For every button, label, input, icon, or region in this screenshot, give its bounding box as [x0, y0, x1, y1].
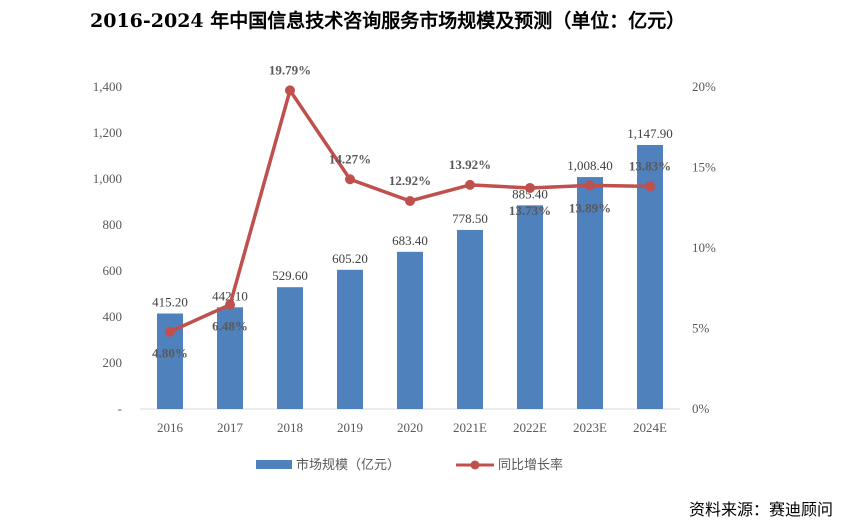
x-tick-label: 2019 — [337, 420, 363, 435]
growth-marker — [345, 174, 355, 185]
bar-value-label: 605.20 — [332, 251, 368, 266]
bar-value-label: 885.40 — [512, 186, 548, 201]
bar — [337, 269, 363, 409]
growth-value-label: 12.92% — [389, 173, 431, 188]
x-tick-label: 2022E — [513, 420, 547, 435]
bar — [277, 287, 303, 409]
line-series — [165, 85, 655, 337]
x-tick-label: 2024E — [633, 420, 667, 435]
bar — [457, 229, 483, 409]
y-left-tick-label: - — [118, 401, 122, 416]
x-tick-label: 2023E — [573, 420, 607, 435]
growth-marker — [225, 299, 235, 310]
bar-value-labels: 415.20 442.10 529.60 605.20 683.40 778.50 885.… — [152, 126, 673, 310]
x-tick-label: 2020 — [397, 420, 423, 435]
x-tick-label: 2016 — [157, 420, 184, 435]
growth-marker — [405, 195, 415, 206]
chart-title: 2016-2024 年中国信息技术咨询服务市场规模及预测（单位：亿元） — [90, 10, 686, 32]
bar-series — [157, 144, 663, 409]
y-left-tick-label: 1,000 — [93, 171, 122, 186]
growth-value-label: 4.80% — [152, 346, 188, 361]
bar-value-label: 415.20 — [152, 295, 188, 310]
bar-value-label: 1,008.40 — [567, 158, 613, 173]
growth-marker — [645, 181, 655, 192]
x-tick-label: 2018 — [277, 420, 303, 435]
y-left-tick-label: 400 — [103, 309, 123, 324]
x-tick-label: 2017 — [217, 420, 244, 435]
y-left-axis: - 200 400 600 800 1,000 1,200 1,400 — [93, 79, 122, 416]
legend: 市场规模（亿元） 同比增长率 — [256, 457, 563, 473]
legend-line-label: 同比增长率 — [498, 457, 563, 473]
bar-value-label: 442.10 — [212, 288, 248, 303]
growth-marker — [585, 180, 595, 191]
y-right-tick-label: 10% — [692, 240, 716, 255]
y-right-tick-label: 5% — [692, 321, 710, 336]
x-axis: 2016 2017 2018 2019 2020 2021E 2022E 2023E 2024E — [140, 408, 680, 435]
growth-marker — [525, 182, 535, 193]
growth-value-label: 13.83% — [629, 158, 671, 173]
legend-line-marker — [470, 460, 480, 470]
source-note: 资料来源：赛迪顾问 — [688, 500, 833, 519]
y-right-tick-label: 20% — [692, 79, 716, 94]
legend-bar-label: 市场规模（亿元） — [296, 457, 400, 473]
x-tick-label: 2021E — [453, 420, 487, 435]
growth-marker — [465, 179, 475, 190]
bar-value-label: 778.50 — [452, 211, 488, 226]
bar — [517, 205, 543, 409]
legend-bar-swatch — [256, 460, 292, 469]
growth-marker — [165, 326, 175, 337]
growth-marker — [285, 85, 295, 96]
y-left-tick-label: 1,400 — [93, 79, 122, 94]
y-right-axis: 0% 5% 10% 15% 20% — [692, 79, 716, 416]
y-left-tick-label: 800 — [103, 217, 123, 232]
bar — [397, 251, 423, 409]
bar — [217, 307, 243, 409]
growth-value-label: 13.92% — [449, 157, 491, 172]
bar-value-label: 1,147.90 — [627, 126, 673, 141]
line-value-labels: 4.80% 6.48% 19.79% 14.27% 12.92% 13.92% 13.73%… — [152, 62, 671, 360]
bar-value-label: 683.40 — [392, 233, 428, 248]
y-right-tick-label: 0% — [692, 401, 710, 416]
growth-value-label: 19.79% — [269, 62, 311, 77]
y-left-tick-label: 600 — [103, 263, 123, 278]
y-right-tick-label: 15% — [692, 160, 716, 175]
growth-value-label: 13.73% — [509, 203, 551, 218]
growth-value-label: 13.89% — [569, 200, 611, 215]
growth-value-label: 14.27% — [329, 151, 371, 166]
y-left-tick-label: 1,200 — [93, 125, 122, 140]
y-left-tick-label: 200 — [103, 355, 123, 370]
bar — [577, 177, 603, 409]
bar-value-label: 529.60 — [272, 268, 308, 283]
growth-value-label: 6.48% — [212, 319, 248, 334]
